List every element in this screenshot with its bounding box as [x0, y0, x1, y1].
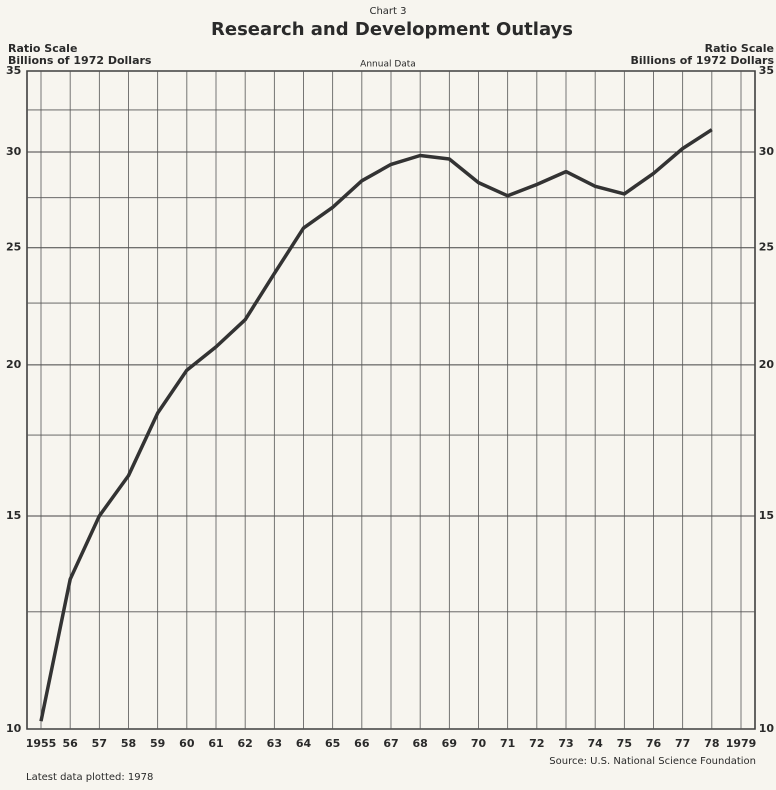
y-tick-label: 35 [6, 64, 21, 77]
x-tick-label: 74 [588, 737, 604, 750]
x-tick-label: 1979 [726, 737, 757, 750]
x-tick-label: 60 [179, 737, 195, 750]
chart-overline: Chart 3 [369, 6, 406, 17]
y-axis-note: Ratio Scale [8, 42, 77, 55]
x-tick-label: 59 [150, 737, 165, 750]
x-tick-label: 65 [325, 737, 340, 750]
y2-tick-label: 20 [759, 358, 775, 371]
footnote: Latest data plotted: 1978 [26, 772, 153, 783]
x-tick-label: 56 [63, 737, 79, 750]
x-tick-label: 75 [617, 737, 632, 750]
x-tick-label: 69 [442, 737, 457, 750]
x-tick-label: 73 [558, 737, 573, 750]
y-tick-label: 20 [6, 358, 22, 371]
y2-tick-label: 15 [759, 509, 774, 522]
y2-axis-note: Ratio Scale [705, 42, 774, 55]
x-tick-label: 77 [675, 737, 690, 750]
y2-tick-label: 25 [759, 241, 774, 254]
x-tick-label: 67 [383, 737, 398, 750]
x-tick-label: 63 [267, 737, 282, 750]
x-tick-label: 66 [354, 737, 370, 750]
x-tick-label: 70 [471, 737, 487, 750]
y-tick-label: 10 [6, 722, 22, 735]
x-tick-label: 58 [121, 737, 136, 750]
x-tick-label: 76 [646, 737, 662, 750]
y2-tick-label: 35 [759, 64, 774, 77]
x-tick-label: 71 [500, 737, 515, 750]
x-tick-label: 61 [208, 737, 223, 750]
y-axis-label: Billions of 1972 Dollars [8, 54, 152, 67]
y2-tick-label: 30 [759, 145, 775, 158]
y-tick-label: 25 [6, 241, 21, 254]
y2-tick-label: 10 [759, 722, 775, 735]
x-tick-label: 68 [413, 737, 428, 750]
y-tick-label: 15 [6, 509, 21, 522]
y-tick-label: 30 [6, 145, 22, 158]
x-tick-label: 62 [238, 737, 253, 750]
chart-subtitle: Annual Data [360, 60, 416, 70]
x-tick-label: 64 [296, 737, 312, 750]
x-tick-label: 72 [529, 737, 544, 750]
source-note: Source: U.S. National Science Foundation [549, 756, 756, 767]
x-tick-label: 78 [704, 737, 719, 750]
chart-title: Research and Development Outlays [211, 19, 573, 40]
x-tick-label: 57 [92, 737, 107, 750]
y2-axis-label: Billions of 1972 Dollars [631, 54, 775, 67]
data-line [39, 128, 713, 722]
x-tick-label: 1955 [26, 737, 57, 750]
